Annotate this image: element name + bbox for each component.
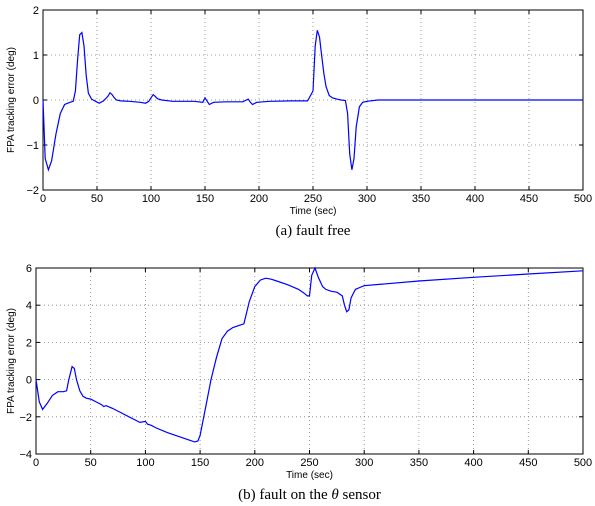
chart-b-grid [36,268,583,454]
chart-b-caption: (b) fault on the θ sensor [238,487,381,503]
chart-a-xtick-label: 150 [196,193,214,205]
chart-b-xtick-label: 450 [519,457,537,469]
chart-b-xtick-label: 150 [191,457,209,469]
chart-b-xtick-label: 50 [85,457,97,469]
chart-a-xtick-label: 50 [91,193,103,205]
chart-b-xtick-label: 200 [246,457,264,469]
chart-b-xtick-label: 400 [464,457,482,469]
chart-b-xtick-label: 100 [136,457,154,469]
chart-a-ytick-label: −1 [26,140,39,152]
chart-b-xtick-label: 0 [33,457,39,469]
chart-a-ytick-label: 1 [33,50,39,62]
chart-a-xtick-label: 400 [466,193,484,205]
chart-a-xlabel: Time (sec) [290,206,337,217]
chart-b-ytick-label: 2 [26,337,32,349]
chart-a-ytick-label: −2 [26,185,39,197]
chart-b-ytick-label: 6 [26,263,32,275]
chart-a-xtick-label: 100 [142,193,160,205]
chart-b-caption-start: (b) fault on the [238,487,328,503]
chart-b-ytick-label: 4 [26,300,32,312]
chart-a-ylabel: FPA tracking error (deg) [6,47,17,153]
chart-a-xtick-label: 500 [574,193,592,205]
chart-a-xtick-label: 200 [250,193,268,205]
chart-b-ticks: 0 50 100 150 200 250 300 350 400 450 500 −4 −2 0 2 4 6 [19,263,592,469]
chart-a-xtick-label: 250 [304,193,322,205]
chart-b-ytick-label: −2 [19,412,32,424]
chart-a-series-line [42,30,583,172]
chart-a: 0 50 100 150 200 250 300 350 400 450 500 −2 −1 0 1 2 FP… [6,5,592,239]
chart-a-xtick-label: 450 [520,193,538,205]
chart-b: 0 50 100 150 200 250 300 350 400 450 500 −4 −2 0 2 4 6 F… [6,263,592,503]
chart-b-series-line [35,266,584,443]
chart-b-xtick-label: 500 [574,457,592,469]
chart-b-caption-symbol: θ [331,487,339,503]
chart-b-ylabel: FPA tracking error (deg) [6,308,17,414]
chart-a-xtick-label: 300 [358,193,376,205]
chart-b-ytick-label: 0 [26,375,32,387]
chart-b-caption-end: sensor [343,487,381,503]
chart-a-ticks: 0 50 100 150 200 250 300 350 400 450 500 −2 −1 0 1 2 [26,5,592,205]
chart-b-xtick-label: 300 [355,457,373,469]
chart-a-ytick-label: 0 [33,95,39,107]
chart-a-caption: (a) fault free [276,223,351,239]
chart-b-ytick-label: −4 [19,449,32,461]
chart-a-xtick-label: 350 [412,193,430,205]
chart-a-ytick-label: 2 [33,5,39,17]
chart-b-xtick-label: 350 [410,457,428,469]
chart-b-xtick-label: 250 [300,457,318,469]
chart-b-xlabel: Time (sec) [286,470,333,481]
chart-a-xtick-label: 0 [40,193,46,205]
